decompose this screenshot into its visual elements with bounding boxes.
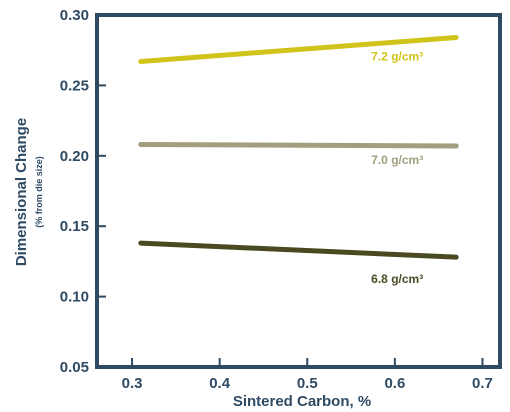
series-label-1: 7.2 g/cm³ [371,50,423,64]
series-line-1 [138,35,459,64]
y-axis-ticks: 0.05 0.10 0.15 0.20 0.25 0.30 [60,7,106,376]
y-axis-title: Dimensional Change [13,118,30,266]
series-lines: 7.2 g/cm³ 7.0 g/cm³ 6.8 g/cm³ [138,35,459,286]
series-label-3: 6.8 g/cm³ [371,272,423,286]
series-line-3 [138,240,459,260]
x-axis-title: Sintered Carbon, % [233,393,371,410]
y-axis-subtitle: (% from die size) [34,156,44,228]
y-tick-label: 0.20 [60,148,89,165]
y-tick-label: 0.10 [60,289,89,306]
x-axis-ticks: 0.3 0.4 0.5 0.6 0.7 [122,358,493,392]
y-tick-label: 0.05 [60,359,89,376]
x-tick-label: 0.4 [209,375,231,392]
series-line-2 [138,142,459,149]
x-tick-label: 0.5 [297,375,318,392]
series-label-2: 7.0 g/cm³ [371,153,423,167]
y-tick-label: 0.30 [60,7,89,24]
y-tick-label: 0.25 [60,77,89,94]
x-tick-label: 0.7 [472,375,493,392]
plot-area [95,13,502,369]
x-tick-label: 0.3 [122,375,143,392]
x-tick-label: 0.6 [384,375,405,392]
plot-frame [95,13,502,369]
y-tick-label: 0.15 [60,218,89,235]
